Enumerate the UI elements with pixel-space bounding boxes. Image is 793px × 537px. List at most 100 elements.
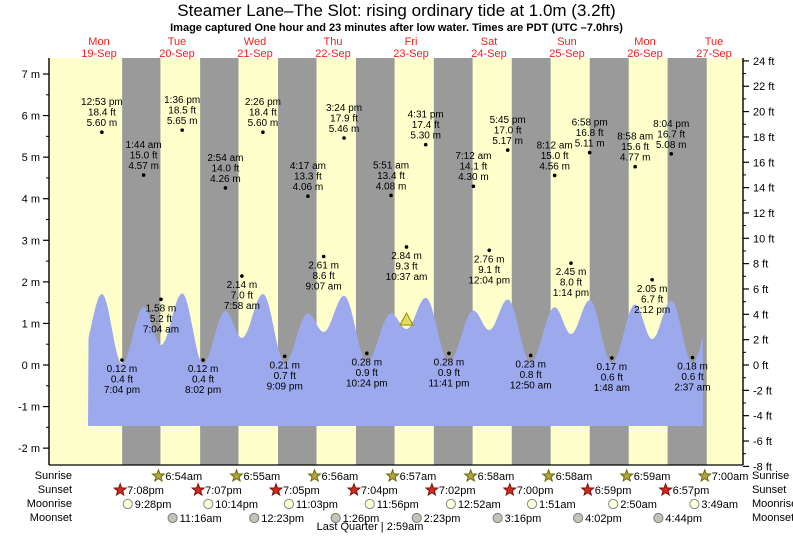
tide-annotation-low: 1:48 am — [594, 383, 630, 394]
tide-dot — [365, 351, 369, 356]
sunrise-time: 6:54am — [165, 471, 202, 483]
moonset-time: 3:16pm — [505, 513, 542, 525]
moonset-circle-icon — [492, 512, 503, 524]
day-date-label: 21-Sep — [237, 48, 272, 60]
y-axis-right-label: -8 ft — [753, 461, 772, 473]
tide-annotation-mid: 9:07 am — [306, 282, 342, 293]
tide-annotation-mid: 5.2 ft — [150, 314, 172, 325]
page-subtitle: Image captured One hour and 23 minutes a… — [170, 22, 623, 34]
tide-annotation-high: 15.0 ft — [130, 151, 158, 162]
tide-annotation-mid: 9.1 ft — [478, 265, 500, 276]
tide-dot — [669, 152, 674, 156]
moonrise-time: 12:52am — [458, 499, 501, 511]
tide-annotation-mid: 2.76 m — [474, 254, 505, 265]
tide-annotation-high: 5.60 m — [248, 118, 279, 129]
tide-dot — [569, 261, 573, 265]
tide-annotation-mid: 7.0 ft — [231, 291, 253, 302]
tide-annotation-high: 14.1 ft — [459, 162, 487, 173]
tide-annotation-high: 4:17 am — [290, 161, 326, 172]
tide-dot — [201, 358, 205, 362]
tide-annotation-low: 0.4 ft — [111, 375, 133, 386]
tide-annotation-high: 13.3 ft — [294, 172, 322, 183]
moonrise-time: 11:03pm — [296, 499, 338, 511]
tide-annotation-high: 18.4 ft — [88, 108, 116, 119]
tide-annotation-mid: 7:04 am — [143, 324, 179, 335]
sunrise-row-label-right: Sunrise — [752, 470, 790, 482]
moonrise-time: 2:50am — [620, 499, 657, 511]
tide-annotation-high: 7:12 am — [455, 151, 491, 162]
tide-annotation-low: 8:02 pm — [185, 385, 221, 396]
moonrise-circle-icon — [364, 498, 375, 510]
tide-dot — [141, 173, 146, 177]
sunrise-time: 6:58am — [556, 471, 593, 483]
moonset-time: 12:23pm — [261, 513, 304, 525]
tide-annotation-high: 3:24 pm — [326, 103, 362, 114]
tide-annotation-low: 0.6 ft — [681, 372, 703, 383]
tide-annotation-high: 4.30 m — [458, 172, 489, 183]
tide-annotation-low: 0.28 m — [434, 357, 465, 368]
moon-phase-label: Last Quarter | 2:59am — [316, 521, 424, 533]
tide-annotation-low: 10:24 pm — [346, 378, 388, 389]
tide-dot — [240, 274, 244, 278]
tide-dot — [552, 173, 557, 178]
day-date-label: 23-Sep — [393, 48, 428, 60]
page-title: Steamer Lane–The Slot: rising ordinary t… — [177, 1, 616, 20]
moonset-time: 1:26pm — [343, 513, 380, 525]
tide-annotation-high: 12:53 pm — [81, 97, 123, 108]
day-label: Sat — [481, 36, 498, 48]
moonrise-circle-icon — [689, 498, 700, 510]
sunrise-star-icon — [385, 468, 400, 483]
sunset-star-icon — [580, 482, 595, 497]
tide-annotation-high: 5:45 pm — [490, 115, 526, 126]
y-axis-left-label: 1 m — [22, 318, 40, 330]
day-label: Wed — [244, 36, 266, 48]
tide-annotation-mid: 12:04 pm — [468, 275, 510, 286]
moonset-circle-icon — [249, 512, 260, 524]
tide-dot — [223, 186, 228, 190]
tide-dot — [404, 245, 409, 249]
day-date-label: 19-Sep — [81, 48, 116, 60]
tide-annotation-mid: 8.6 ft — [313, 271, 335, 282]
y-axis-right-label: 22 ft — [753, 81, 774, 93]
tide-annotation-low: 2:37 am — [674, 383, 710, 394]
tide-annotation-low: 0.28 m — [352, 357, 383, 368]
tide-annotation-high: 18.5 ft — [168, 106, 196, 117]
tide-annotation-low: 9:09 pm — [267, 381, 303, 392]
tide-annotation-low: 0.4 ft — [192, 375, 214, 386]
tide-dot — [633, 164, 637, 169]
day-label: Thu — [324, 36, 343, 48]
day-date-label: 24-Sep — [471, 48, 506, 60]
tide-annotation-high: 18.4 ft — [249, 108, 277, 119]
y-axis-left-label: 4 m — [22, 194, 40, 206]
tide-annotation-low: 0.6 ft — [601, 372, 623, 383]
y-axis-left-label: 2 m — [22, 277, 40, 289]
moonset-circle-icon — [411, 512, 422, 524]
y-axis-left-label: -2 m — [18, 443, 40, 455]
tide-annotation-low: 0.9 ft — [356, 368, 378, 379]
tide-annotation-high: 8:04 pm — [653, 119, 689, 130]
sunset-row-label-left: Sunset — [37, 484, 72, 496]
sunrise-time: 6:59am — [634, 471, 671, 483]
day-date-label: 20-Sep — [159, 48, 194, 60]
tide-annotation-high: 8:12 am — [537, 140, 573, 151]
tide-dot — [447, 351, 451, 356]
tide-annotation-low: 0.12 m — [107, 364, 138, 375]
tide-dot — [471, 184, 476, 189]
tide-annotation-high: 4.57 m — [128, 161, 159, 172]
y-axis-right-label: 18 ft — [753, 132, 774, 144]
tide-annotation-high: 5.17 m — [492, 136, 523, 147]
tide-annotation-high: 4.77 m — [620, 153, 651, 164]
tide-annotation-high: 4.56 m — [539, 161, 570, 172]
tide-dot — [423, 142, 428, 147]
y-axis-right-label: 10 ft — [753, 233, 774, 245]
moonrise-row-label-left: Moonrise — [26, 498, 72, 510]
sunset-time: 6:59pm — [595, 485, 632, 497]
tide-annotation-mid: 2:12 pm — [634, 305, 670, 316]
tide-annotation-high: 13.4 ft — [377, 171, 405, 182]
sunset-time: 7:02pm — [439, 485, 476, 497]
tide-dot — [159, 297, 163, 302]
tide-annotation-high: 5:51 am — [373, 160, 409, 171]
moonset-row-label-left: Moonset — [29, 512, 72, 524]
sunrise-star-icon — [229, 468, 244, 483]
